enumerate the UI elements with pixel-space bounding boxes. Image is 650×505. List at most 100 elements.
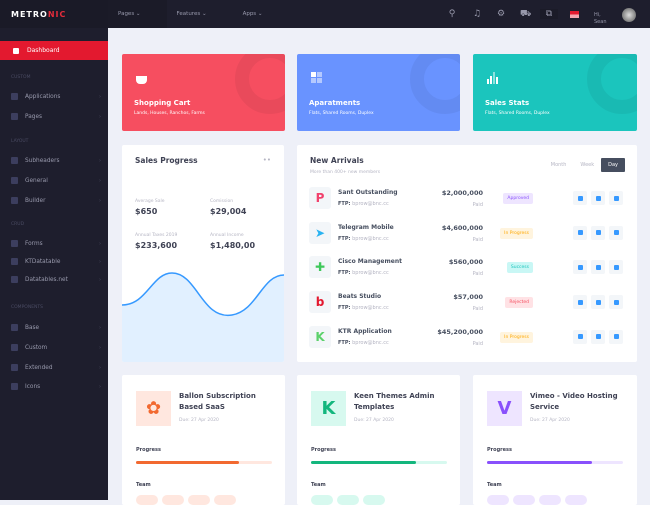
stat-card[interactable]: Sales Stats Flats, Shared Rooms, Duplex (473, 54, 637, 131)
decorative-circle (235, 54, 285, 114)
menu-features[interactable]: Features ⌄ (176, 11, 207, 17)
team-label: Team (311, 482, 326, 488)
tab-month[interactable]: Month (550, 162, 567, 168)
chevron-right-icon: › (99, 276, 101, 283)
avatar[interactable] (622, 8, 636, 22)
edit-button[interactable] (591, 295, 605, 310)
edit-button[interactable] (591, 329, 605, 344)
view-icon (577, 334, 583, 340)
team-avatar[interactable] (311, 495, 333, 505)
table-icon (11, 258, 18, 265)
edit-button[interactable] (591, 260, 605, 275)
sidebar-item[interactable]: Base › (11, 324, 101, 331)
project-title[interactable]: Vimeo - Video Hosting Service (530, 392, 618, 411)
app-name[interactable]: KTR Application (338, 327, 392, 335)
delete-button[interactable] (609, 191, 623, 205)
edit-icon (595, 230, 601, 236)
view-icon (577, 299, 583, 305)
edit-button[interactable] (591, 191, 605, 205)
stat-card[interactable]: Shopping Cart Lands, Houses, Ranchos, Far… (122, 54, 285, 131)
sidebar-item-dashboard[interactable]: Dashboard (0, 41, 108, 60)
delete-icon (613, 195, 619, 201)
project-title[interactable]: Ballon Subscription Based SaaS (179, 392, 256, 411)
flag-icon[interactable] (570, 11, 579, 18)
bell-icon[interactable]: ♫ (472, 9, 482, 19)
sidebar-item[interactable]: Datatables.net › (11, 276, 101, 283)
menu-apps[interactable]: Apps ⌄ (242, 11, 263, 17)
sidebar-item[interactable]: General › (11, 177, 101, 184)
period-tabs: Month Week Day (544, 158, 625, 172)
chevron-right-icon: › (99, 324, 101, 331)
metric-label: Annual Taxes 2019 (135, 233, 178, 238)
sidebar-section-label: LAYOUT (11, 139, 29, 144)
team-avatar[interactable] (513, 495, 535, 505)
search-icon[interactable]: ⚲ (448, 9, 456, 19)
edit-icon (595, 264, 601, 270)
view-button[interactable] (573, 260, 587, 275)
view-button[interactable] (573, 225, 587, 240)
tab-week[interactable]: Week (580, 162, 595, 168)
team-avatar[interactable] (539, 495, 561, 505)
chevron-right-icon: › (99, 364, 101, 371)
team-avatar[interactable] (214, 495, 236, 505)
sidebar-item[interactable]: Builder › (11, 197, 101, 204)
stat-card[interactable]: Aparatments Flats, Shared Rooms, Duplex (297, 54, 460, 131)
chevron-right-icon: › (99, 344, 101, 351)
team-avatar[interactable] (188, 495, 210, 505)
team-avatar[interactable] (136, 495, 158, 505)
grid-icon (311, 72, 323, 84)
progress-label: Progress (136, 447, 161, 453)
sidebar-item[interactable]: Applications › (11, 93, 101, 100)
delete-button[interactable] (609, 329, 623, 344)
sidebar-item[interactable]: Subheaders › (11, 157, 101, 164)
delete-icon (613, 230, 619, 236)
app-name[interactable]: Cisco Management (338, 258, 402, 266)
view-button[interactable] (573, 329, 587, 344)
tab-day[interactable]: Day (601, 158, 625, 172)
sidebar: METRONIC Dashboard CUSTOM LAYOUT CRUD COMPO… (0, 0, 108, 500)
app-name[interactable]: Telegram Mobile (338, 223, 394, 231)
sidebar-item[interactable]: Forms › (11, 240, 101, 247)
app-name[interactable]: Sant Outstanding (338, 189, 398, 196)
team-avatar[interactable] (337, 495, 359, 505)
main-content: Shopping Cart Lands, Houses, Ranchos, Far… (108, 28, 650, 505)
delete-button[interactable] (609, 260, 623, 275)
app-logo-icon: b (309, 291, 331, 314)
edit-button[interactable] (591, 225, 605, 240)
general-icon (11, 177, 18, 184)
cart-icon[interactable]: ⛟ (520, 9, 532, 19)
metric: Comission $29,004 (210, 199, 246, 216)
sidebar-section-label: CUSTOM (11, 75, 31, 80)
delete-button[interactable] (609, 225, 623, 240)
team-avatar[interactable] (363, 495, 385, 505)
menu-pages[interactable]: Pages ⌄ (118, 11, 141, 17)
app-logo-icon: K (309, 325, 331, 348)
layers-icon[interactable]: ⧉ (540, 9, 558, 19)
card-title: Sales Progress (135, 156, 198, 165)
delete-button[interactable] (609, 295, 623, 310)
user-greeting[interactable]: Hi, Sean (594, 12, 607, 25)
sidebar-item[interactable]: Icons › (11, 383, 101, 390)
stat-title: Shopping Cart (134, 99, 191, 107)
view-icon (577, 195, 583, 201)
sidebar-item[interactable]: Pages › (11, 113, 101, 120)
sidebar-item[interactable]: Extended › (11, 364, 101, 371)
team-avatar[interactable] (162, 495, 184, 505)
team-avatar[interactable] (565, 495, 587, 505)
icons-icon (11, 383, 18, 390)
sidebar-item[interactable]: Custom › (11, 344, 101, 351)
card-subtitle: More than 400+ new members (310, 170, 381, 175)
view-button[interactable] (573, 191, 587, 205)
card-title: New Arrivals (310, 156, 364, 165)
gear-icon[interactable]: ⚙ (496, 9, 506, 19)
sidebar-item[interactable]: KTDatatable › (11, 258, 101, 265)
view-button[interactable] (573, 295, 587, 310)
chevron-right-icon: › (99, 240, 101, 247)
team-avatar[interactable] (487, 495, 509, 505)
project-title[interactable]: Keen Themes Admin Templates (354, 392, 435, 411)
app-name[interactable]: Beats Studio (338, 293, 382, 301)
logo[interactable]: METRONIC (0, 0, 108, 28)
amount: $57,000 (453, 293, 483, 302)
pages-icon (11, 113, 18, 120)
more-icon[interactable]: •• (262, 156, 271, 164)
